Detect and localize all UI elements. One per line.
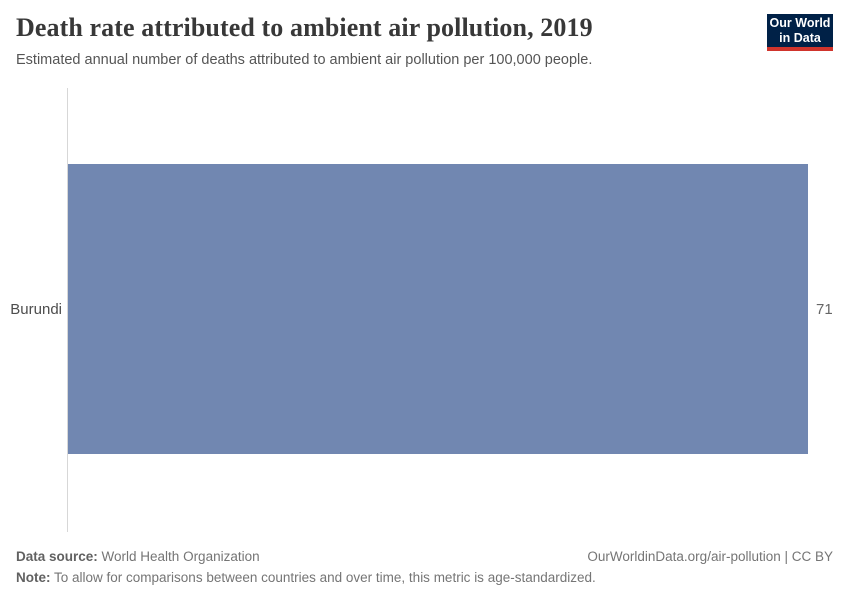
owid-logo[interactable]: Our World in Data [767, 14, 833, 51]
plot-area: 71 [67, 88, 834, 532]
owid-logo-line2: in Data [779, 30, 821, 45]
entity-label-burundi: Burundi [10, 301, 62, 318]
bar-track [68, 164, 808, 454]
data-source-line: Data source: World Health Organization [16, 547, 260, 568]
data-source-value: World Health Organization [97, 549, 260, 564]
data-source-label: Data source: [16, 549, 98, 564]
owid-logo-line1: Our World [769, 15, 831, 30]
license-link[interactable]: OurWorldinData.org/air-pollution | CC BY [587, 549, 833, 564]
bar-burundi[interactable] [68, 164, 808, 454]
value-label: 71 [816, 300, 833, 318]
page-title: Death rate attributed to ambient air pol… [16, 13, 593, 42]
note-line: Note: To allow for comparisons between c… [16, 570, 596, 585]
note-label: Note: [16, 569, 51, 585]
chart-footer: Data source: World Health Organization O… [16, 547, 833, 589]
bar-row: 71 [68, 164, 834, 454]
chart-subtitle: Estimated annual number of deaths attrib… [16, 52, 593, 68]
note-value: To allow for comparisons between countri… [50, 569, 596, 585]
